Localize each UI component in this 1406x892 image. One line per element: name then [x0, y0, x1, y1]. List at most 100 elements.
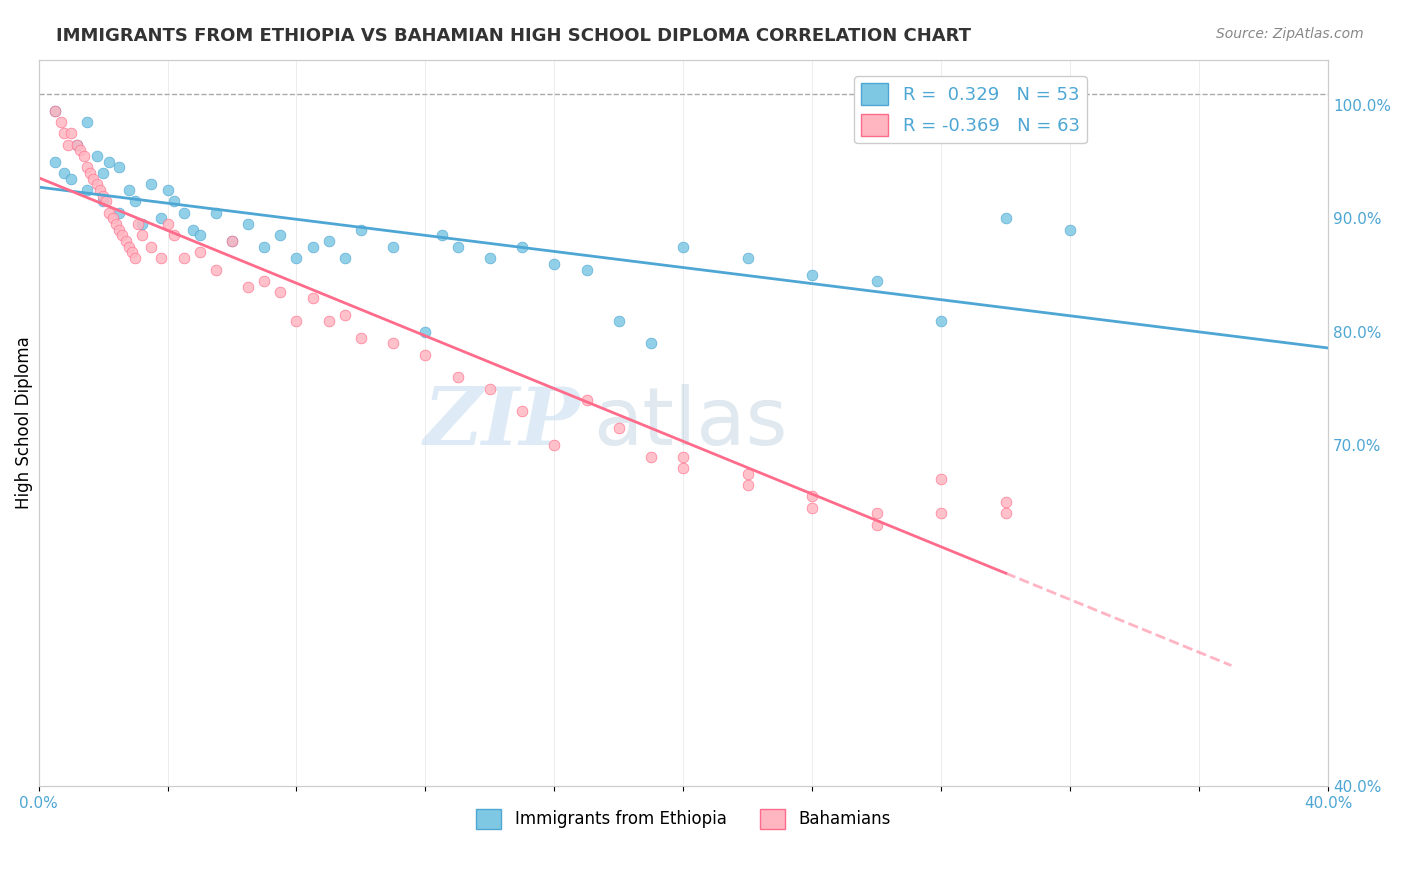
Point [447, 370, 470, 384]
Point [82, 171, 104, 186]
Point [73, 149, 96, 163]
Point [607, 421, 630, 435]
Y-axis label: High School Diploma: High School Diploma [15, 336, 32, 509]
Point [415, 325, 437, 339]
Point [994, 495, 1017, 509]
Point [59, 171, 82, 186]
Point [163, 228, 186, 243]
Point [575, 392, 598, 407]
Point [108, 161, 131, 175]
Point [91, 166, 114, 180]
Point [98, 154, 121, 169]
Point [672, 240, 695, 254]
Point [350, 223, 373, 237]
Point [866, 517, 889, 532]
Point [131, 228, 153, 243]
Point [269, 228, 291, 243]
Point [640, 336, 662, 351]
Point [59, 126, 82, 140]
Point [285, 313, 308, 327]
Point [318, 234, 340, 248]
Point [141, 240, 163, 254]
Point [478, 251, 501, 265]
Point [53, 126, 76, 140]
Point [44, 154, 66, 169]
Point [737, 251, 759, 265]
Point [737, 478, 759, 492]
Point [801, 500, 824, 515]
Point [56, 137, 79, 152]
Point [188, 228, 211, 243]
Point [124, 251, 146, 265]
Point [672, 461, 695, 475]
Point [510, 240, 533, 254]
Text: ZIP: ZIP [423, 384, 581, 461]
Point [118, 183, 141, 197]
Point [114, 234, 136, 248]
Point [124, 194, 146, 209]
Text: IMMIGRANTS FROM ETHIOPIA VS BAHAMIAN HIGH SCHOOL DIPLOMA CORRELATION CHART: IMMIGRANTS FROM ETHIOPIA VS BAHAMIAN HIG… [56, 27, 972, 45]
Text: Source: ZipAtlas.com: Source: ZipAtlas.com [1216, 27, 1364, 41]
Point [156, 217, 179, 231]
Point [76, 161, 98, 175]
Point [86, 178, 108, 192]
Point [929, 472, 952, 486]
Point [156, 183, 179, 197]
Point [76, 183, 98, 197]
Point [1059, 223, 1081, 237]
Point [141, 178, 163, 192]
Point [236, 217, 259, 231]
Point [301, 291, 323, 305]
Point [76, 115, 98, 129]
Point [44, 103, 66, 118]
Point [91, 194, 114, 209]
Point [66, 137, 89, 152]
Point [382, 240, 405, 254]
Text: atlas: atlas [593, 384, 787, 462]
Point [91, 188, 114, 202]
Point [640, 450, 662, 464]
Point [236, 279, 259, 293]
Point [101, 211, 124, 226]
Point [150, 251, 173, 265]
Point [333, 308, 356, 322]
Point [163, 194, 186, 209]
Point [253, 274, 276, 288]
Point [447, 240, 470, 254]
Point [205, 262, 228, 277]
Point [866, 507, 889, 521]
Point [543, 438, 565, 452]
Point [128, 217, 150, 231]
Point [96, 194, 118, 209]
Point [181, 223, 204, 237]
Point [66, 137, 89, 152]
Point [866, 274, 889, 288]
Point [131, 217, 153, 231]
Point [89, 183, 111, 197]
Point [150, 211, 173, 226]
Point [98, 206, 121, 220]
Point [79, 166, 101, 180]
Point [607, 313, 630, 327]
Point [53, 166, 76, 180]
Point [382, 336, 405, 351]
Point [69, 144, 91, 158]
Point [510, 404, 533, 418]
Point [104, 217, 127, 231]
Point [301, 240, 323, 254]
Point [430, 228, 453, 243]
Point [672, 450, 695, 464]
Point [478, 382, 501, 396]
Point [318, 313, 340, 327]
Point [285, 251, 308, 265]
Point [575, 262, 598, 277]
Point [801, 490, 824, 504]
Point [269, 285, 291, 300]
Point [221, 234, 243, 248]
Point [111, 228, 134, 243]
Point [205, 206, 228, 220]
Point [108, 206, 131, 220]
Point [86, 149, 108, 163]
Point [253, 240, 276, 254]
Point [118, 240, 141, 254]
